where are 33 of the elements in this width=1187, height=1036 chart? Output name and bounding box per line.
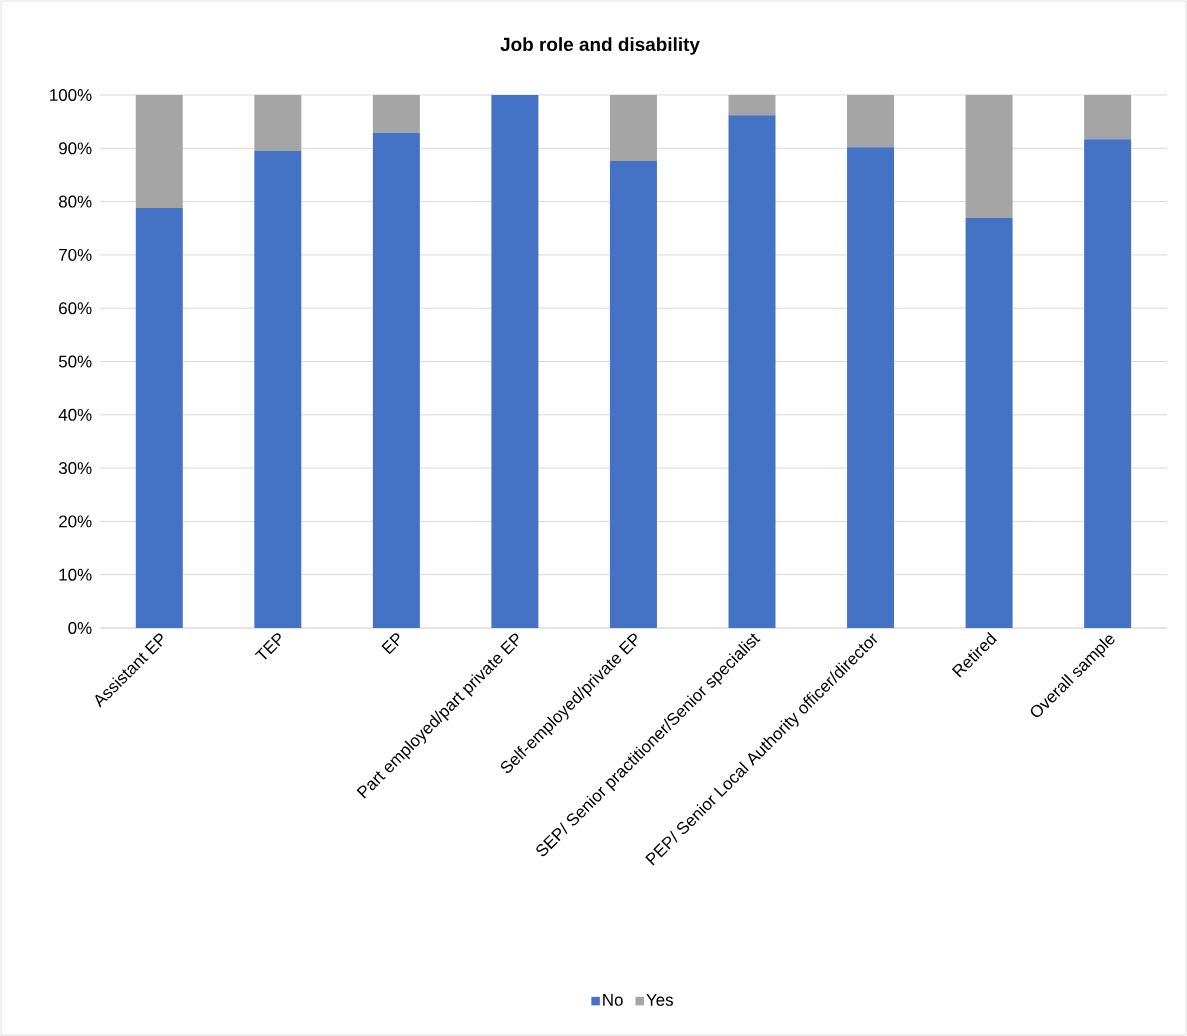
bar xyxy=(965,95,1013,219)
x-tick-label: TEP xyxy=(254,633,281,660)
bar xyxy=(491,95,539,628)
bar xyxy=(254,95,302,151)
bar xyxy=(135,95,183,208)
y-tick-label: 60% xyxy=(59,302,92,315)
legend-label: No xyxy=(603,994,623,1006)
bar xyxy=(1084,95,1132,140)
bar xyxy=(965,218,1013,628)
bar xyxy=(609,161,657,628)
legend-label: Yes xyxy=(646,994,673,1006)
y-tick-label: 10% xyxy=(59,568,92,581)
y-tick-label: 30% xyxy=(58,462,92,475)
y-tick-label: 0% xyxy=(68,622,92,634)
bar xyxy=(728,95,776,116)
chart-title: Job role and disability xyxy=(500,37,700,55)
x-tick-label: EP xyxy=(381,633,400,655)
y-tick-label: 70% xyxy=(59,248,92,261)
y-tick-label: 20% xyxy=(59,515,92,528)
y-tick-label: 40% xyxy=(58,408,92,421)
y-tick-label: 100% xyxy=(50,89,92,101)
bar xyxy=(1084,139,1132,628)
y-tick-label: 90% xyxy=(59,142,92,155)
y-tick-label: 80% xyxy=(58,195,92,208)
bar xyxy=(728,115,776,628)
bar xyxy=(372,95,420,133)
bar xyxy=(372,132,420,628)
y-tick-label: 50% xyxy=(58,355,92,368)
bar xyxy=(847,147,895,628)
bar xyxy=(254,150,302,628)
bar xyxy=(135,207,183,628)
bar xyxy=(847,95,895,148)
bar xyxy=(609,95,657,162)
